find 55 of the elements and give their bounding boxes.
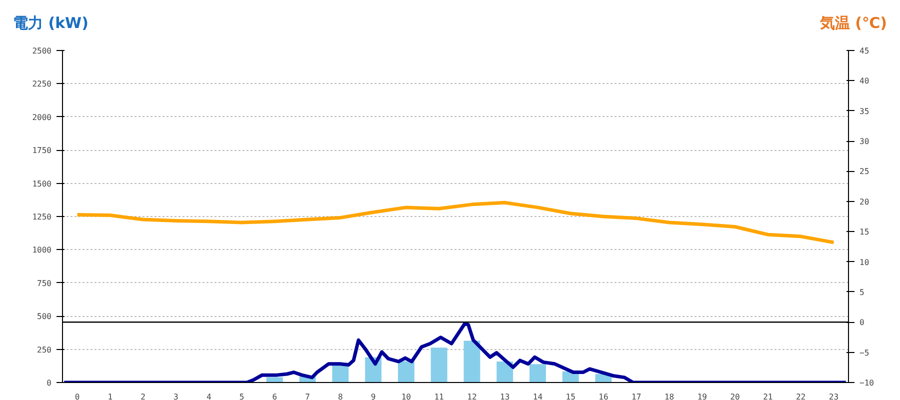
- y-tick-label: 1750: [32, 146, 52, 156]
- y-tick-label: 1250: [32, 212, 52, 222]
- y-axis-title: 電力 (kW): [13, 13, 88, 34]
- x-tick-label: 4: [206, 392, 212, 400]
- y2-axis-title: 気温 (℃): [820, 13, 887, 34]
- y2-tick-label: −10: [860, 378, 874, 388]
- y-tick-label: 1000: [32, 246, 52, 255]
- x-tick-label: 23: [828, 392, 839, 400]
- x-tick-label: 22: [796, 392, 806, 400]
- x-tick-label: 14: [532, 392, 543, 400]
- x-tick-label: 17: [632, 392, 642, 400]
- x-tick-label: 5: [239, 392, 244, 400]
- y-tick-label: 0: [46, 378, 52, 388]
- y-tick-label: 2250: [32, 80, 52, 89]
- x-tick-label: 21: [763, 392, 773, 400]
- y-tick-label: 2000: [32, 112, 52, 122]
- bar: [529, 364, 546, 382]
- x-tick-label: 20: [730, 392, 740, 400]
- x-tick-label: 2: [140, 392, 146, 400]
- x-tick-label: 8: [338, 392, 343, 400]
- x-tick-label: 16: [598, 392, 608, 400]
- y2-tick-label: 40: [860, 76, 870, 86]
- line-series: [76, 200, 836, 244]
- y2-tick-label: 45: [860, 46, 870, 56]
- bar: [430, 348, 448, 382]
- x-tick-label: 10: [401, 392, 412, 400]
- x-tick-label: 6: [272, 392, 278, 400]
- x-tick-label: 15: [566, 392, 576, 400]
- x-tick-label: 19: [697, 392, 708, 400]
- x-tick-label: 18: [664, 392, 674, 400]
- x-tick-label: 0: [74, 392, 80, 400]
- y2-tick-label: 10: [860, 258, 870, 267]
- x-tick-label: 12: [467, 392, 477, 400]
- x-tick-label: 7: [305, 392, 310, 400]
- y-tick-label: 500: [37, 312, 52, 322]
- bar: [266, 377, 283, 382]
- y2-tick-label: 15: [860, 228, 870, 237]
- x-tick-label: 1: [108, 392, 113, 400]
- y-tick-label: 750: [37, 278, 52, 288]
- x-tick-label: 3: [174, 392, 179, 400]
- y-tick-label: 250: [37, 345, 52, 354]
- x-tick-label: 11: [434, 392, 444, 400]
- y2-tick-label: 35: [860, 106, 870, 116]
- y2-tick-label: 0: [860, 318, 864, 328]
- y2-tick-label: 25: [860, 167, 870, 176]
- y2-tick-label: −5: [860, 348, 870, 358]
- x-tick-label: 9: [370, 392, 376, 400]
- y2-tick-label: 5: [860, 288, 864, 297]
- bar: [464, 340, 480, 382]
- y2-tick-label: 30: [860, 137, 870, 146]
- y-tick-label: 1500: [32, 179, 52, 188]
- x-tick-label: 13: [500, 392, 510, 400]
- y2-tick-label: 20: [860, 197, 870, 206]
- y-tick-label: 2500: [32, 46, 52, 56]
- bar: [398, 361, 414, 382]
